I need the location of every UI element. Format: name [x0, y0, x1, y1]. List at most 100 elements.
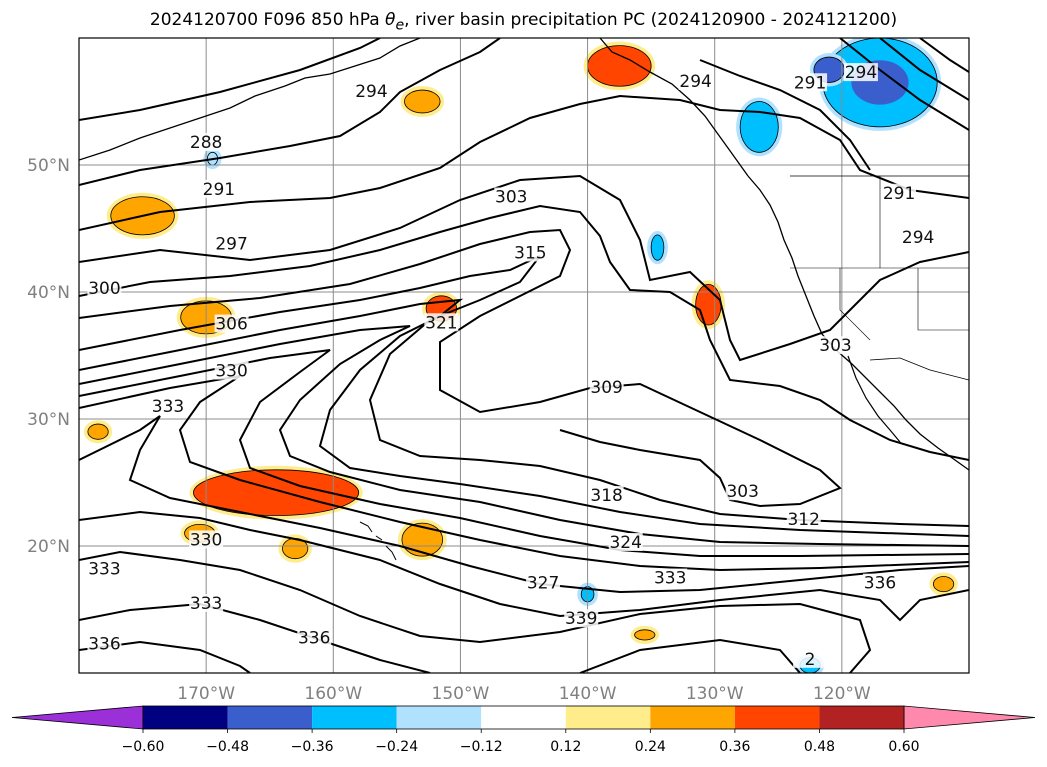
contour-label-background	[87, 279, 122, 297]
contour-label: 339	[565, 609, 597, 629]
contour-label-background	[653, 568, 688, 587]
colorbar-tick-label: 0.36	[719, 739, 750, 755]
contour-label: 2	[805, 650, 816, 670]
contour-label-background	[201, 179, 236, 198]
colorbar-tick-label: −0.24	[375, 739, 418, 755]
contour-label: 333	[654, 569, 686, 589]
baja-peninsula	[847, 355, 901, 443]
contour-line	[699, 59, 871, 171]
contour-label-background	[526, 573, 561, 592]
longitude-tick-label: 130°W	[686, 684, 744, 704]
positive-precip-blob	[401, 522, 444, 557]
contour-label-background	[494, 187, 529, 206]
contour-label: 297	[215, 235, 247, 255]
contour-label-background	[354, 82, 389, 101]
contour-label-background	[793, 73, 828, 92]
contour-label: 306	[215, 315, 247, 335]
title-theta-subscript: e	[395, 17, 405, 34]
colorbar-tick-label: 0.24	[635, 739, 666, 755]
contour-line	[919, 38, 969, 73]
contour-label: 291	[203, 180, 235, 200]
colorbar-bin	[819, 706, 904, 729]
colorbar-tick-label: −0.36	[291, 739, 334, 755]
contour-line	[79, 38, 501, 186]
contour-label: 336	[864, 574, 896, 594]
contour-line	[79, 349, 969, 557]
contour-label: 315	[514, 243, 546, 263]
map-panel: 288 294 291 297 300 306 330 333 303 315 321 309 318 3…	[78, 37, 970, 674]
positive-precip-blob	[87, 423, 109, 440]
contour-labels: 288 294 291 297 300 306 330 333 303 315 321 309 318 3…	[87, 63, 936, 670]
latitude-tick-label: 40°N	[27, 283, 70, 303]
contour-label-background	[214, 314, 249, 333]
contour-label-background	[818, 336, 853, 355]
contour-label: 333	[152, 397, 184, 417]
contour-label: 327	[527, 574, 559, 594]
contour-label: 294	[679, 72, 711, 92]
alaska-coastline	[79, 38, 421, 161]
contour-label: 318	[590, 486, 622, 506]
contour-label: 309	[590, 378, 622, 398]
colorbar-tick-label: 0.48	[804, 739, 835, 755]
contour-label: 294	[845, 63, 877, 83]
map-frame	[78, 37, 970, 674]
colorbar-bin	[227, 706, 313, 729]
contour-line	[79, 38, 381, 121]
contour-line	[79, 325, 969, 547]
contour-label-background	[863, 573, 897, 592]
contour-label-background	[87, 559, 122, 578]
latitude-tick-label: 30°N	[27, 410, 70, 430]
contour-line	[79, 375, 969, 572]
contour-label: 324	[609, 533, 641, 553]
colorbar-bin	[565, 706, 651, 729]
contour-label-background	[608, 533, 643, 551]
positive-precip-blob-core	[234, 481, 318, 505]
contour-line	[79, 255, 969, 527]
longitude-tick-label: 150°W	[432, 684, 490, 704]
contour-line	[79, 415, 969, 594]
colorbar-bin	[143, 706, 228, 729]
colorbar-tick-label: 0.12	[550, 739, 581, 755]
contour-label: 330	[215, 362, 247, 382]
contour-label: 294	[902, 228, 934, 248]
contour-label: 336	[298, 628, 330, 648]
contour-label: 291	[794, 73, 826, 93]
alaska-coastline-2	[599, 38, 749, 177]
contour-line	[579, 638, 801, 673]
latitude-tick-label: 50°N	[27, 156, 70, 176]
state-borders	[790, 176, 969, 341]
colorbar-bin	[312, 706, 397, 729]
longitude-tick-label: 160°W	[304, 684, 362, 704]
contour-label: 333	[190, 594, 222, 614]
contour-line	[79, 174, 969, 362]
contour-label-background	[87, 634, 122, 653]
contour-label: 303	[726, 482, 758, 502]
contour-line	[79, 298, 969, 537]
negative-precip-blob	[739, 101, 779, 153]
colorbar-tick-label: −0.48	[206, 739, 249, 755]
contour-label-background	[901, 228, 936, 247]
map-title: 2024120700 F096 850 hPa θe, river basin …	[0, 10, 1047, 33]
contour-label: 321	[425, 313, 457, 333]
contour-label-background	[882, 183, 917, 202]
longitude-tick-label: 140°W	[559, 684, 617, 704]
colorbar-under-extension	[11, 705, 144, 730]
contour-label-background	[189, 593, 224, 612]
title-theta: θ	[385, 10, 396, 30]
contour-line	[79, 94, 969, 231]
contour-label-background	[189, 530, 224, 549]
contour-label: 303	[819, 336, 851, 356]
colorbar-bin	[734, 706, 820, 729]
positive-precip-blob	[404, 89, 441, 114]
contour-label-background	[564, 609, 599, 628]
contour-label-background	[589, 378, 624, 397]
contour-label: 294	[355, 82, 387, 102]
contour-line	[79, 550, 872, 673]
contour-label: 291	[883, 184, 915, 204]
colorbar-bin	[650, 706, 735, 729]
contour-label: 330	[190, 530, 222, 550]
hawaii-islands	[359, 521, 397, 561]
colorbar: −0.60 −0.48 −0.36 −0.24 −0.12 0.12 0.24 0.36 0.4…	[11, 705, 1036, 755]
contour-label-background	[424, 313, 459, 332]
